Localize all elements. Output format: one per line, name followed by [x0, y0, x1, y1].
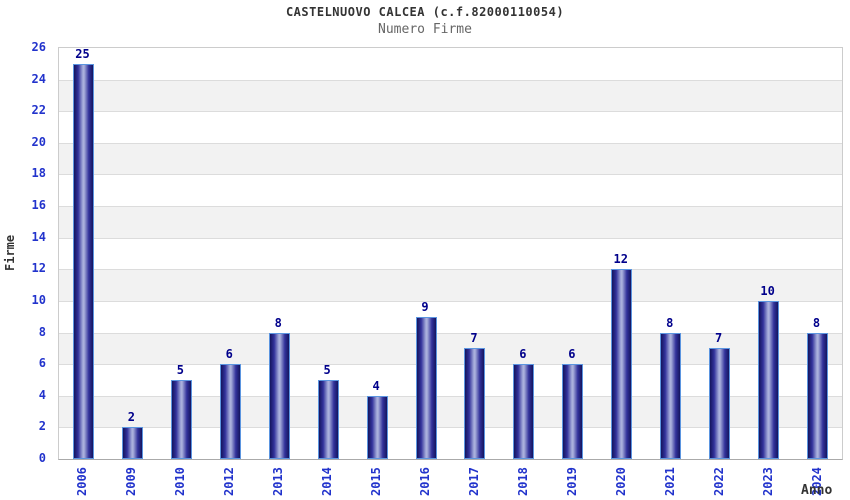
gridline	[59, 206, 842, 208]
x-tick-label: 2015	[369, 467, 384, 496]
plot-band	[59, 206, 842, 238]
gridline	[59, 142, 842, 144]
y-tick-label: 6	[38, 356, 46, 371]
bar-value-label: 8	[666, 315, 674, 330]
bar-value-label: 4	[372, 378, 380, 393]
bar-2012	[219, 364, 241, 459]
gridline	[59, 174, 842, 176]
plot-band	[59, 300, 842, 333]
plot-band	[59, 237, 842, 270]
bar-value-label: 2	[127, 410, 136, 425]
bar-2013	[268, 332, 290, 459]
gridline	[59, 427, 842, 429]
y-tick-label: 12	[31, 261, 46, 276]
bar-2018	[513, 364, 535, 459]
x-tick-label: 2006	[75, 467, 90, 496]
bar-2006	[72, 63, 94, 459]
bar-2009	[121, 427, 143, 459]
bar-2014	[317, 379, 339, 459]
x-tick-label: 2017	[466, 467, 481, 496]
plot-band	[59, 174, 842, 207]
bar-value-label: 8	[812, 315, 821, 330]
gridline	[59, 364, 842, 366]
x-tick-label: 2018	[515, 467, 530, 496]
x-tick-label: 2014	[320, 467, 335, 496]
bar-value-label: 7	[470, 331, 478, 346]
bar-2019	[562, 364, 584, 459]
bar-2021	[660, 332, 682, 459]
x-tick-label: 2021	[662, 467, 677, 496]
plot-area	[58, 47, 843, 460]
x-tick-label: 2023	[760, 467, 775, 496]
bar-value-label: 9	[421, 299, 429, 314]
plot-band	[59, 269, 842, 301]
chart-subtitle: Numero Firme	[378, 22, 472, 37]
y-tick-label: 14	[31, 229, 46, 244]
y-tick-label: 10	[31, 292, 46, 307]
bar-2024	[807, 332, 829, 459]
bar-value-label: 5	[323, 362, 331, 377]
bar-value-label: 6	[568, 347, 576, 362]
bar-2016	[415, 316, 437, 459]
plot-band	[59, 79, 842, 112]
bar-value-label: 6	[519, 347, 527, 362]
bar-value-label: 12	[613, 252, 628, 267]
plot-band	[59, 48, 842, 80]
gridline	[59, 79, 842, 81]
x-tick-label: 2016	[418, 467, 433, 496]
x-tick-label: 2009	[124, 467, 139, 496]
y-tick-label: 26	[31, 40, 46, 54]
y-tick-label: 0	[38, 451, 46, 465]
chart-title: CASTELNUOVO CALCEA (c.f.82000110054)	[285, 5, 565, 19]
bar-value-label: 7	[715, 331, 723, 346]
gridline	[59, 332, 842, 334]
y-tick-label: 8	[38, 324, 46, 339]
gridline	[59, 237, 842, 239]
x-axis-title: Anno	[801, 483, 833, 498]
y-axis-title: Firme	[3, 234, 17, 271]
bar-2022	[709, 348, 731, 459]
plot-band	[59, 111, 842, 143]
y-tick-label: 4	[38, 387, 46, 402]
y-tick-label: 2	[38, 419, 46, 434]
gridline	[59, 269, 842, 271]
gridline	[59, 111, 842, 113]
x-tick-label: 2013	[271, 467, 286, 496]
x-tick-label: 2019	[564, 467, 579, 496]
x-tick-label: 2020	[613, 467, 628, 496]
bar-value-label: 10	[760, 283, 775, 298]
y-tick-label: 20	[31, 134, 46, 149]
x-tick-label: 2022	[711, 467, 726, 496]
plot-band	[59, 142, 842, 175]
bar-2015	[366, 395, 388, 459]
y-tick-label: 24	[31, 71, 46, 86]
gridline	[59, 300, 842, 302]
bar-2017	[464, 348, 486, 459]
bar-value-label: 25	[75, 46, 90, 61]
y-tick-label: 16	[31, 198, 46, 213]
gridline	[59, 395, 842, 397]
bar-2020	[611, 269, 633, 459]
bar-value-label: 6	[225, 347, 233, 362]
y-tick-label: 22	[31, 103, 46, 118]
bar-2010	[170, 379, 192, 459]
bar-value-label: 5	[176, 362, 184, 377]
bar-value-label: 8	[274, 315, 282, 330]
bar-2023	[758, 300, 780, 459]
x-tick-label: 2010	[173, 467, 188, 496]
x-tick-label: 2012	[222, 467, 237, 496]
y-tick-label: 18	[31, 166, 46, 181]
